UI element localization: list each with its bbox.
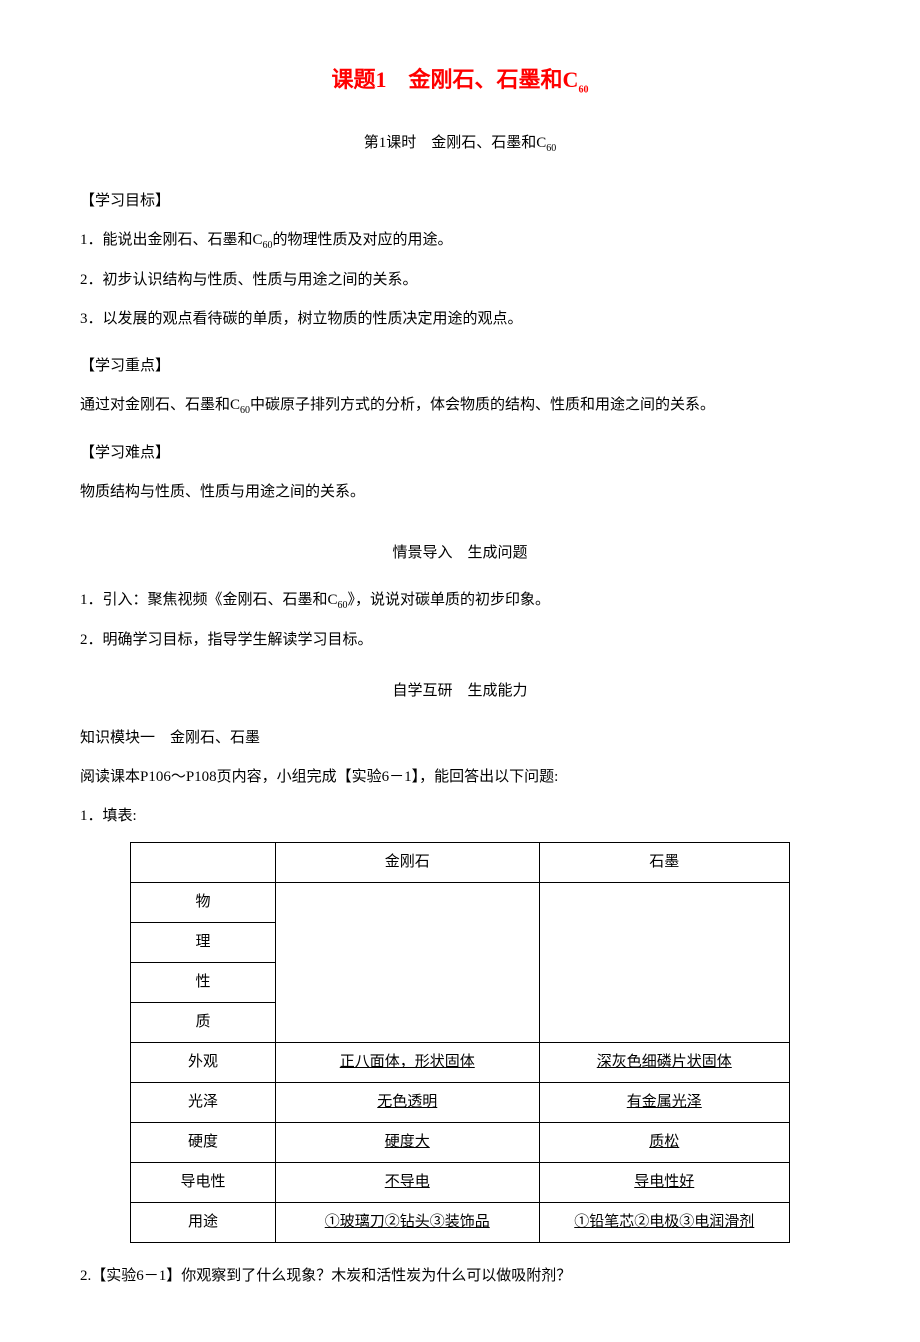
title-subscript: 60 (578, 84, 588, 95)
row-c1-0-text: 正八面体，形状固体 (340, 1054, 475, 1070)
row-label-2: 硬度 (131, 1122, 276, 1162)
row-c1-3: 不导电 (275, 1162, 539, 1202)
obj1-pre: 1．能说出金刚石、石墨和C (80, 232, 263, 248)
module1-text: 知识模块一 金刚石、石墨 (80, 730, 260, 746)
scenario-2: 2．明确学习目标，指导学生解读学习目标。 (80, 627, 840, 654)
row-c2-0-text: 深灰色细磷片状固体 (597, 1054, 732, 1070)
row-c1-4-text: ①玻璃刀②钻头③装饰品 (325, 1214, 490, 1230)
difficulties-heading: 【学习难点】 (80, 440, 840, 467)
row-label-4: 用途 (131, 1202, 276, 1242)
question-2: 2.【实验6－1】你观察到了什么现象？木炭和活性炭为什么可以做吸附剂？ (80, 1263, 840, 1290)
row-c2-3-text: 导电性好 (634, 1174, 694, 1190)
table-row-hardness: 硬度 硬度大 质松 (131, 1122, 790, 1162)
subtitle-subscript: 60 (546, 143, 556, 154)
row-c1-3-text: 不导电 (385, 1174, 430, 1190)
phys-row-1: 物 (131, 882, 790, 922)
key-sub: 60 (240, 405, 250, 416)
key-post: 中碳原子排列方式的分析，体会物质的结构、性质和用途之间的关系。 (250, 397, 715, 413)
obj1-sub: 60 (263, 240, 273, 251)
scenario1-post: 》，说说对碳单质的初步印象。 (348, 592, 551, 608)
phys-empty-diamond (275, 882, 539, 1042)
obj1-post: 的物理性质及对应的用途。 (273, 232, 453, 248)
scenario-1: 1．引入：聚焦视频《金刚石、石墨和C60》，说说对碳单质的初步印象。 (80, 587, 840, 615)
row-c2-2-text: 质松 (649, 1134, 679, 1150)
difficulties-text: 物质结构与性质、性质与用途之间的关系。 (80, 479, 840, 506)
properties-table-wrap: 金刚石 石墨 物 理 性 质 外观 正八面体，形状固体 深灰色细磷片状固体 光泽… (130, 842, 790, 1243)
selfstudy-heading: 自学互研 生成能力 (80, 678, 840, 705)
row-c1-2-text: 硬度大 (385, 1134, 430, 1150)
main-title: 课题1 金刚石、石墨和C60 (80, 60, 840, 100)
keypoints-text: 通过对金刚石、石墨和C60中碳原子排列方式的分析，体会物质的结构、性质和用途之间… (80, 392, 840, 420)
header-blank (131, 842, 276, 882)
row-c2-4-text: ①铅笔芯②电极③电润滑剂 (574, 1214, 754, 1230)
title-text: 课题1 金刚石、石墨和C (332, 67, 579, 92)
row-c2-4: ①铅笔芯②电极③电润滑剂 (539, 1202, 789, 1242)
phys-cell-1: 物 (131, 882, 276, 922)
table-row-luster: 光泽 无色透明 有金属光泽 (131, 1082, 790, 1122)
row-c1-2: 硬度大 (275, 1122, 539, 1162)
table-row-usage: 用途 ①玻璃刀②钻头③装饰品 ①铅笔芯②电极③电润滑剂 (131, 1202, 790, 1242)
row-c1-1-text: 无色透明 (377, 1094, 437, 1110)
properties-table: 金刚石 石墨 物 理 性 质 外观 正八面体，形状固体 深灰色细磷片状固体 光泽… (130, 842, 790, 1243)
table-row-appearance: 外观 正八面体，形状固体 深灰色细磷片状固体 (131, 1042, 790, 1082)
row-c2-3: 导电性好 (539, 1162, 789, 1202)
key-pre: 通过对金刚石、石墨和C (80, 397, 240, 413)
scenario-heading: 情景导入 生成问题 (80, 540, 840, 567)
objective-1: 1．能说出金刚石、石墨和C60的物理性质及对应的用途。 (80, 227, 840, 255)
phys-cell-4: 质 (131, 1002, 276, 1042)
reading-instruction: 阅读课本P106～P108页内容，小组完成【实验6－1】，能回答出以下问题: (80, 764, 840, 791)
row-c2-1-text: 有金属光泽 (627, 1094, 702, 1110)
header-graphite: 石墨 (539, 842, 789, 882)
subtitle: 第1课时 金刚石、石墨和C60 (80, 130, 840, 158)
objectives-heading: 【学习目标】 (80, 188, 840, 215)
row-c2-0: 深灰色细磷片状固体 (539, 1042, 789, 1082)
row-label-0: 外观 (131, 1042, 276, 1082)
phys-cell-3: 性 (131, 962, 276, 1002)
scenario1-sub: 60 (338, 600, 348, 611)
row-c1-0: 正八面体，形状固体 (275, 1042, 539, 1082)
table-row-conductivity: 导电性 不导电 导电性好 (131, 1162, 790, 1202)
objective-3: 3．以发展的观点看待碳的单质，树立物质的性质决定用途的观点。 (80, 306, 840, 333)
row-c1-1: 无色透明 (275, 1082, 539, 1122)
subtitle-text: 第1课时 金刚石、石墨和C (364, 135, 547, 151)
fill-table-label: 1．填表: (80, 803, 840, 830)
phys-empty-graphite (539, 882, 789, 1042)
keypoints-heading: 【学习重点】 (80, 353, 840, 380)
row-label-1: 光泽 (131, 1082, 276, 1122)
header-diamond: 金刚石 (275, 842, 539, 882)
row-c1-4: ①玻璃刀②钻头③装饰品 (275, 1202, 539, 1242)
objective-2: 2．初步认识结构与性质、性质与用途之间的关系。 (80, 267, 840, 294)
scenario1-pre: 1．引入：聚焦视频《金刚石、石墨和C (80, 592, 338, 608)
module1-heading: 知识模块一 金刚石、石墨 (80, 725, 840, 752)
row-label-3: 导电性 (131, 1162, 276, 1202)
table-header-row: 金刚石 石墨 (131, 842, 790, 882)
row-c2-1: 有金属光泽 (539, 1082, 789, 1122)
row-c2-2: 质松 (539, 1122, 789, 1162)
phys-cell-2: 理 (131, 922, 276, 962)
